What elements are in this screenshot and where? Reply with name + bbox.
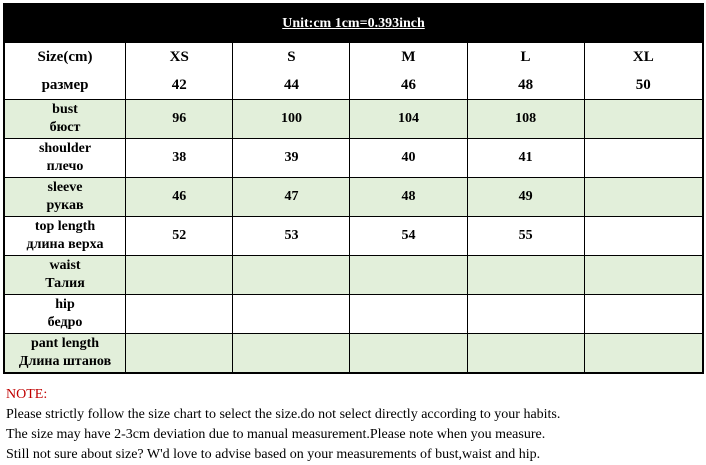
measurement-value <box>583 333 704 374</box>
measurement-value: 96 <box>124 99 234 139</box>
label-en: top length <box>34 219 96 234</box>
note-line: Still not sure about size? W'd love to a… <box>6 447 541 462</box>
size-header-row: Size(cm) XS S M L XL <box>3 42 704 71</box>
measurement-value <box>349 333 468 374</box>
measurement-value <box>124 255 234 295</box>
ru-size: 44 <box>232 71 351 100</box>
measurement-value <box>583 294 704 334</box>
label-ru: длина верха <box>26 237 104 252</box>
measurement-value <box>466 333 585 374</box>
measurement-value <box>583 138 704 178</box>
label-en: bust <box>52 102 78 117</box>
note-line: Please strictly follow the size chart to… <box>6 407 561 422</box>
measurement-value: 41 <box>466 138 585 178</box>
measurement-value: 108 <box>466 99 585 139</box>
label-ru: бедро <box>47 315 83 330</box>
measurement-value: 39 <box>232 138 351 178</box>
measurement-value: 49 <box>466 177 585 217</box>
measurement-value <box>583 177 704 217</box>
ru-size: 48 <box>466 71 585 100</box>
label-ru: бюст <box>49 120 81 135</box>
measurement-value <box>349 294 468 334</box>
measurement-value <box>124 294 234 334</box>
measurement-value <box>583 99 704 139</box>
measurement-value: 40 <box>349 138 468 178</box>
label-en: waist <box>49 258 81 273</box>
size-xl: XL <box>583 42 704 71</box>
size-m: M <box>349 42 468 71</box>
measurement-row: top length длина верха 52 53 54 55 <box>3 216 704 256</box>
measurement-value <box>349 255 468 295</box>
label-en: sleeve <box>47 180 83 195</box>
measurement-value: 46 <box>124 177 234 217</box>
measurement-row: pant length Длина штанов <box>3 333 704 374</box>
label-ru: плечо <box>46 159 84 174</box>
ru-size: 42 <box>124 71 234 100</box>
ru-size: 46 <box>349 71 468 100</box>
measurement-value: 54 <box>349 216 468 256</box>
unit-header: Unit:cm 1cm=0.393inch <box>3 3 704 41</box>
label-en: hip <box>55 297 75 312</box>
measurement-value: 48 <box>349 177 468 217</box>
measurement-value: 53 <box>232 216 351 256</box>
size-table: Size(cm) XS S M L XL размер 42 44 46 48 … <box>3 41 704 374</box>
ru-size-row: размер 42 44 46 48 50 <box>3 71 704 100</box>
size-l: L <box>466 42 585 71</box>
ru-size-label: размер <box>3 71 126 100</box>
measurement-value <box>232 255 351 295</box>
label-en: pant length <box>30 336 100 351</box>
measurement-value: 55 <box>466 216 585 256</box>
measurement-value <box>583 216 704 256</box>
measurement-value: 100 <box>232 99 351 139</box>
note-title: NOTE: <box>6 387 48 402</box>
measurement-value: 47 <box>232 177 351 217</box>
measurement-row: waist Талия <box>3 255 704 295</box>
measurement-value <box>583 255 704 295</box>
measurement-row: shoulder плечо 38 39 40 41 <box>3 138 704 178</box>
measurement-value <box>124 333 234 374</box>
label-ru: Талия <box>45 276 85 291</box>
label-en: shoulder <box>38 141 92 156</box>
measurement-label: bust бюст <box>3 99 126 139</box>
measurement-row: hip бедро <box>3 294 704 334</box>
measurement-value: 52 <box>124 216 234 256</box>
measurement-label: pant length Длина штанов <box>3 333 126 374</box>
size-xs: XS <box>124 42 234 71</box>
note-line: The size may have 2-3cm deviation due to… <box>6 427 546 442</box>
ru-size: 50 <box>583 71 704 100</box>
measurement-label: top length длина верха <box>3 216 126 256</box>
measurement-value <box>466 255 585 295</box>
measurement-label: waist Талия <box>3 255 126 295</box>
size-s: S <box>232 42 351 71</box>
measurement-value <box>232 294 351 334</box>
measurement-value: 38 <box>124 138 234 178</box>
measurement-row: bust бюст 96 100 104 108 <box>3 99 704 139</box>
measurement-value: 104 <box>349 99 468 139</box>
measurement-label: hip бедро <box>3 294 126 334</box>
measurement-value <box>232 333 351 374</box>
label-ru: рукав <box>46 198 84 213</box>
note-block: NOTE: Please strictly follow the size ch… <box>6 385 560 465</box>
measurement-value <box>466 294 585 334</box>
unit-title: Unit:cm 1cm=0.393inch <box>282 16 425 31</box>
measurement-label: sleeve рукав <box>3 177 126 217</box>
label-ru: Длина штанов <box>18 354 112 369</box>
measurement-label: shoulder плечо <box>3 138 126 178</box>
measurement-row: sleeve рукав 46 47 48 49 <box>3 177 704 217</box>
size-label: Size(cm) <box>3 42 126 71</box>
